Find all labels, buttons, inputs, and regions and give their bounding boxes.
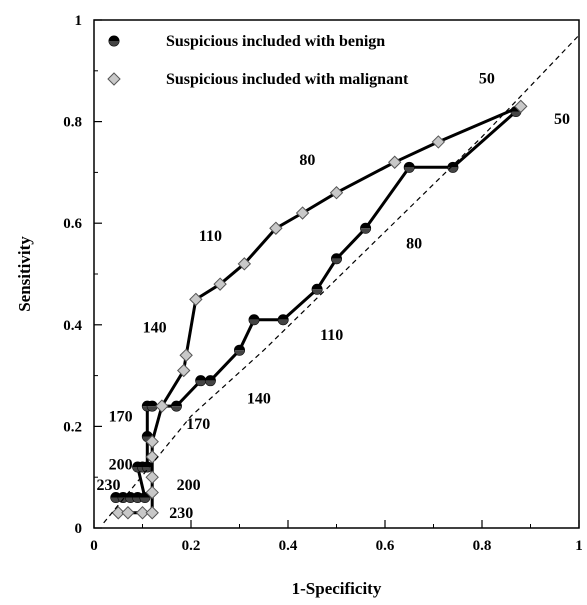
y-axis-label: Sensitivity bbox=[15, 236, 34, 312]
y-tick-label-4: 0.8 bbox=[63, 115, 82, 131]
series-0-point-22-shade bbox=[510, 111, 521, 117]
series-1-point-4 bbox=[145, 485, 159, 500]
series-0-point-16-fill bbox=[278, 314, 289, 320]
series-0-point-18-shade bbox=[331, 258, 342, 264]
x-tick-label-2: 0.4 bbox=[279, 538, 298, 554]
series-1-point-7 bbox=[145, 434, 159, 449]
threshold-label-6: 140 bbox=[143, 319, 167, 336]
series-0-point-15-fill bbox=[249, 314, 260, 320]
series-1-point-12 bbox=[213, 277, 227, 291]
series-0-point-10-fill bbox=[147, 401, 158, 407]
series-1-point-1 bbox=[121, 506, 135, 520]
series-1-point-15 bbox=[295, 206, 310, 220]
plot-frame bbox=[93, 19, 580, 529]
y-tick-label-0: 0 bbox=[75, 521, 83, 537]
series-0-point-18-fill bbox=[331, 253, 342, 259]
threshold-label-1: 50 bbox=[554, 111, 570, 128]
series-0-point-12-fill bbox=[195, 375, 206, 381]
threshold-label-3: 80 bbox=[406, 236, 422, 253]
legend-marker-0-fill bbox=[109, 36, 119, 41]
series-layer bbox=[103, 34, 580, 524]
series-1-point-0 bbox=[111, 506, 125, 520]
series-0-point-21-fill bbox=[447, 162, 458, 168]
series-0-point-15-shade bbox=[249, 319, 260, 325]
series-1-point-18 bbox=[431, 135, 446, 149]
axes: 0 0.2 0.4 0.6 0.8 1 0 0.2 0.4 0.6 0.8 1 bbox=[63, 13, 583, 554]
series-0-point-13-fill bbox=[205, 375, 216, 381]
series-0-point-8-fill bbox=[142, 431, 153, 437]
legend-label-0: Suspicious included with benign bbox=[166, 33, 385, 50]
threshold-label-12: 230 bbox=[97, 477, 121, 494]
threshold-label-4: 110 bbox=[199, 228, 222, 245]
y-tick-label-3: 0.6 bbox=[63, 216, 82, 232]
series-0-point-17-shade bbox=[312, 289, 323, 295]
series-0-point-12-shade bbox=[195, 380, 206, 386]
series-1-point-16 bbox=[329, 186, 344, 200]
series-0-point-16-shade bbox=[278, 319, 289, 325]
series-0-point-14-fill bbox=[234, 345, 245, 351]
x-tick-label-5: 1 bbox=[575, 538, 583, 554]
series-0-point-13-shade bbox=[205, 380, 216, 386]
threshold-label-0: 50 bbox=[479, 71, 495, 88]
series-0-point-17-fill bbox=[312, 284, 323, 290]
legend: Suspicious included with benign Suspiciou… bbox=[107, 33, 409, 88]
series-0 bbox=[110, 105, 522, 504]
legend-marker-1 bbox=[107, 72, 121, 86]
series-1-point-2 bbox=[135, 506, 150, 520]
series-1-point-11 bbox=[189, 292, 203, 307]
series-2 bbox=[103, 34, 580, 524]
series-0-point-4-shade bbox=[139, 497, 150, 503]
x-tick-label-4: 0.8 bbox=[473, 538, 492, 554]
series-1-line bbox=[118, 105, 522, 515]
threshold-label-11: 200 bbox=[177, 477, 201, 494]
series-0-point-19-fill bbox=[360, 223, 371, 229]
series-0-point-14-shade bbox=[234, 350, 245, 356]
series-1-point-8 bbox=[155, 399, 169, 413]
legend-marker-0-shade bbox=[109, 41, 119, 46]
legend-label-1: Suspicious included with malignant bbox=[166, 71, 409, 88]
series-0-point-7-shade bbox=[142, 467, 153, 473]
annotation-layer: 50 50 80 80 110 110 140 140 170 170 200 200 230 230 bbox=[97, 71, 570, 522]
y-tick-label-2: 0.4 bbox=[63, 318, 82, 334]
threshold-label-2: 80 bbox=[299, 152, 315, 169]
series-0-point-11-fill bbox=[171, 401, 182, 407]
series-1-point-19 bbox=[514, 99, 528, 114]
x-axis-label: 1-Specificity bbox=[292, 579, 382, 598]
series-1-point-14 bbox=[269, 221, 283, 235]
x-tick-label-3: 0.6 bbox=[376, 538, 395, 554]
series-1-point-10 bbox=[179, 348, 193, 362]
series-1-point-5 bbox=[145, 470, 159, 484]
series-1-point-9 bbox=[177, 363, 191, 378]
threshold-label-9: 170 bbox=[186, 416, 210, 433]
threshold-label-13: 230 bbox=[169, 505, 193, 522]
threshold-label-10: 200 bbox=[109, 457, 133, 474]
series-1-point-17 bbox=[387, 155, 402, 169]
series-0-point-11-shade bbox=[171, 406, 182, 412]
threshold-label-7: 140 bbox=[247, 391, 271, 408]
series-1-point-13 bbox=[237, 257, 252, 271]
y-tick-label-1: 0.2 bbox=[63, 419, 82, 435]
threshold-label-5: 110 bbox=[320, 327, 343, 344]
x-tick-label-0: 0 bbox=[90, 538, 98, 554]
reference-line bbox=[103, 34, 580, 524]
series-0-point-10-shade bbox=[147, 406, 158, 412]
series-0-point-20-shade bbox=[404, 167, 415, 173]
series-1-point-3 bbox=[145, 506, 159, 520]
series-0-point-20-fill bbox=[404, 162, 415, 168]
y-tick-label-5: 1 bbox=[75, 13, 83, 29]
x-tick-label-1: 0.2 bbox=[182, 538, 201, 554]
series-0-point-19-shade bbox=[360, 228, 371, 234]
threshold-label-8: 170 bbox=[109, 408, 133, 425]
series-1 bbox=[111, 99, 528, 520]
